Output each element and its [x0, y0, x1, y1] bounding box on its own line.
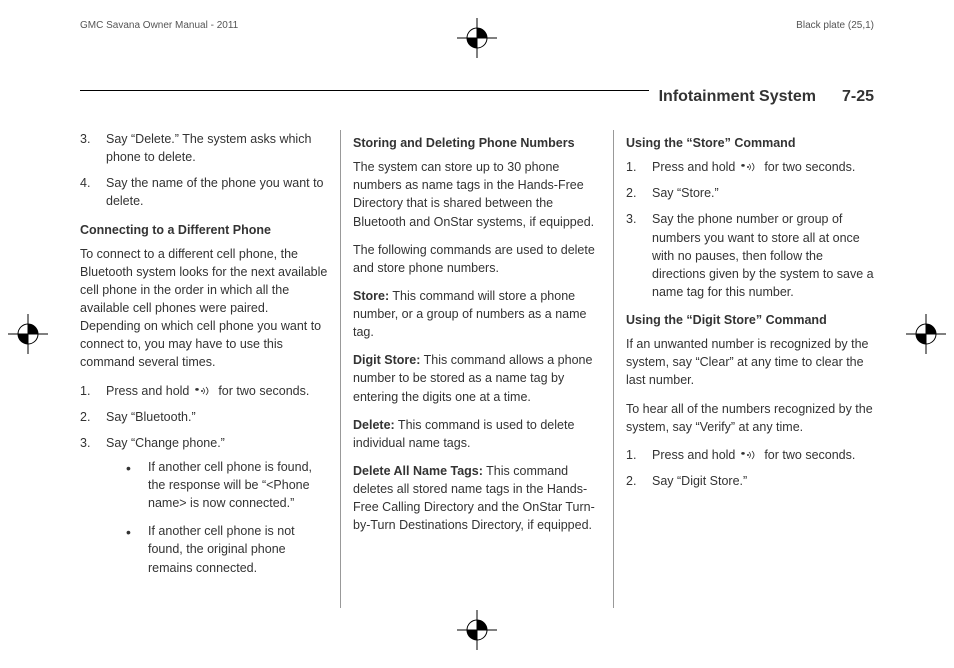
definition: Delete: This command is used to delete i… — [353, 416, 601, 452]
section-title: Infotainment System — [659, 88, 816, 106]
subheading-store-cmd: Using the “Store” Command — [626, 134, 874, 152]
list-item: 3.Say the phone number or group of numbe… — [626, 210, 874, 301]
registration-mark-left — [8, 314, 48, 354]
header-left: GMC Savana Owner Manual - 2011 — [80, 20, 238, 31]
subheading-digit-store: Using the “Digit Store” Command — [626, 311, 874, 329]
paragraph: To hear all of the numbers recognized by… — [626, 400, 874, 436]
bullet-item: If another cell phone is found, the resp… — [132, 458, 328, 512]
voice-icon — [739, 448, 761, 462]
list-item: 2.Say “Digit Store.” — [626, 472, 874, 490]
list-item: 3.Say “Change phone.” If another cell ph… — [80, 434, 328, 577]
voice-icon — [193, 384, 215, 398]
list-item: 1.Press and hold for two seconds. — [626, 446, 874, 464]
page-header: GMC Savana Owner Manual - 2011 Black pla… — [80, 20, 874, 31]
header-right: Black plate (25,1) — [796, 20, 874, 31]
definition: Delete All Name Tags: This command delet… — [353, 462, 601, 535]
voice-icon — [739, 160, 761, 174]
column-1: 3.Say “Delete.” The system asks which ph… — [80, 130, 340, 608]
list-item: 4.Say the name of the phone you want to … — [80, 174, 328, 210]
paragraph: To connect to a different cell phone, th… — [80, 245, 328, 372]
list-item: 1.Press and hold for two seconds. — [626, 158, 874, 176]
page-number: 7-25 — [842, 88, 874, 106]
definition: Store: This command will store a phone n… — [353, 287, 601, 341]
paragraph: The following commands are used to delet… — [353, 241, 601, 277]
subheading-connecting: Connecting to a Different Phone — [80, 221, 328, 239]
content-columns: 3.Say “Delete.” The system asks which ph… — [80, 130, 874, 608]
registration-mark-bottom — [457, 610, 497, 650]
list-item: 2.Say “Bluetooth.” — [80, 408, 328, 426]
column-3: Using the “Store” Command 1.Press and ho… — [614, 130, 874, 608]
list-item: 1.Press and hold for two seconds. — [80, 382, 328, 400]
subheading-storing: Storing and Deleting Phone Numbers — [353, 134, 601, 152]
column-2: Storing and Deleting Phone Numbers The s… — [341, 130, 613, 608]
paragraph: If an unwanted number is recognized by t… — [626, 335, 874, 389]
paragraph: The system can store up to 30 phone numb… — [353, 158, 601, 231]
section-header: Infotainment System 7-25 — [649, 88, 874, 106]
bullet-item: If another cell phone is not found, the … — [132, 522, 328, 576]
list-item: 2.Say “Store.” — [626, 184, 874, 202]
list-item: 3.Say “Delete.” The system asks which ph… — [80, 130, 328, 166]
definition: Digit Store: This command allows a phone… — [353, 351, 601, 405]
registration-mark-right — [906, 314, 946, 354]
